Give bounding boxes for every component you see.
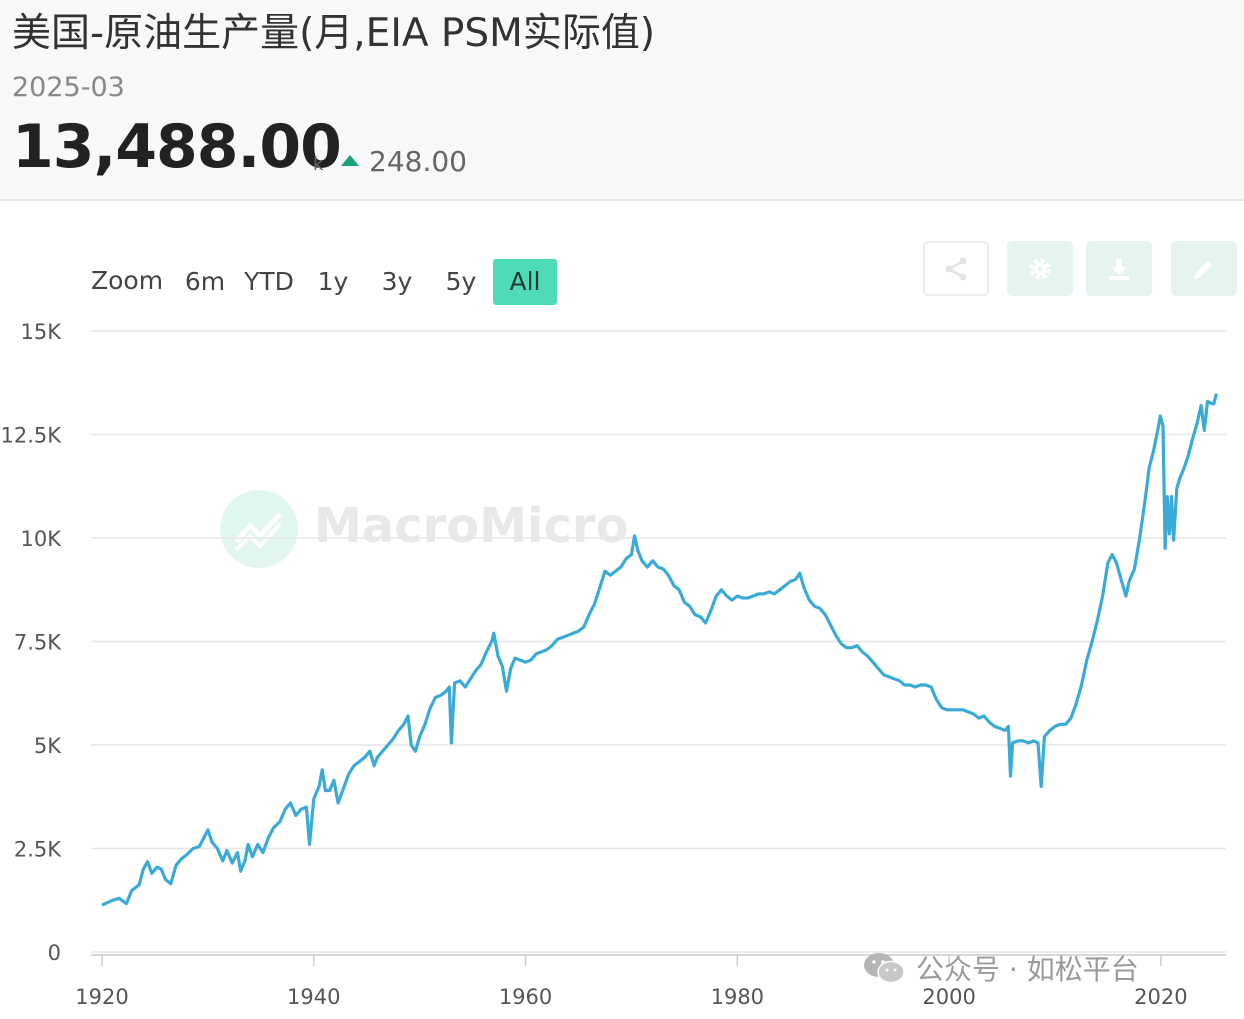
watermark-caption: 公众号 · 如松平台 [916,953,1139,986]
latest-date: 2025-03 [12,72,125,103]
zoom-label: Zoom [91,266,164,295]
value-unit: k [313,154,324,175]
download-icon [1109,258,1129,280]
x-tick-label: 1940 [287,985,340,1009]
x-tick-label: 1920 [75,985,128,1009]
wechat-watermark: 公众号 · 如松平台 [862,948,1139,988]
range-1y-button[interactable]: 1y [317,267,349,296]
macromicro-watermark: MacroMicro [220,490,640,570]
y-tick-label: 7.5K [14,631,62,655]
range-all-button[interactable]: All [493,259,557,305]
y-tick-label: 12.5K [0,424,62,448]
pencil-icon [1194,260,1212,279]
range-6m-button[interactable]: 6m [184,267,226,296]
y-tick-label: 5K [34,734,62,758]
share-icon [945,257,967,280]
y-tick-label: 15K [21,320,63,344]
latest-value: 13,488.00 [12,112,342,182]
wechat-icon [864,953,905,984]
page-title: 美国-原油生产量(月,EIA PSM实际值) [12,11,656,56]
range-3y-button[interactable]: 3y [381,267,413,296]
download-button[interactable] [1086,241,1152,296]
watermark-text: MacroMicro [314,498,629,554]
share-button[interactable] [923,241,989,296]
macromicro-logo-icon [220,490,298,568]
up-arrow-icon [341,155,359,166]
y-tick-label: 10K [21,527,63,551]
range-ytd-button[interactable]: YTD [244,267,294,296]
x-tick-label: 2000 [922,985,975,1009]
edit-button[interactable] [1171,241,1237,296]
x-tick-label: 1980 [711,985,764,1009]
x-tick-label: 2020 [1134,985,1187,1009]
settings-button[interactable] [1007,241,1073,296]
x-tick-label: 1960 [499,985,552,1009]
series-layer [101,393,1219,907]
y-tick-label: 2.5K [14,838,62,862]
gear-icon [1029,258,1051,279]
grid-lines [91,330,1226,953]
header-panel: 美国-原油生产量(月,EIA PSM实际值) 2025-03 13,488.00… [0,0,1244,201]
change-value: 248.00 [369,145,467,178]
series-line [101,393,1219,907]
axes: 0 2.5K 5K 7.5K 10K 12.5K 15K 1920 1940 1960 1980 20… [0,320,1226,1009]
range-5y-button[interactable]: 5y [445,267,477,296]
y-tick-label: 0 [48,941,61,965]
